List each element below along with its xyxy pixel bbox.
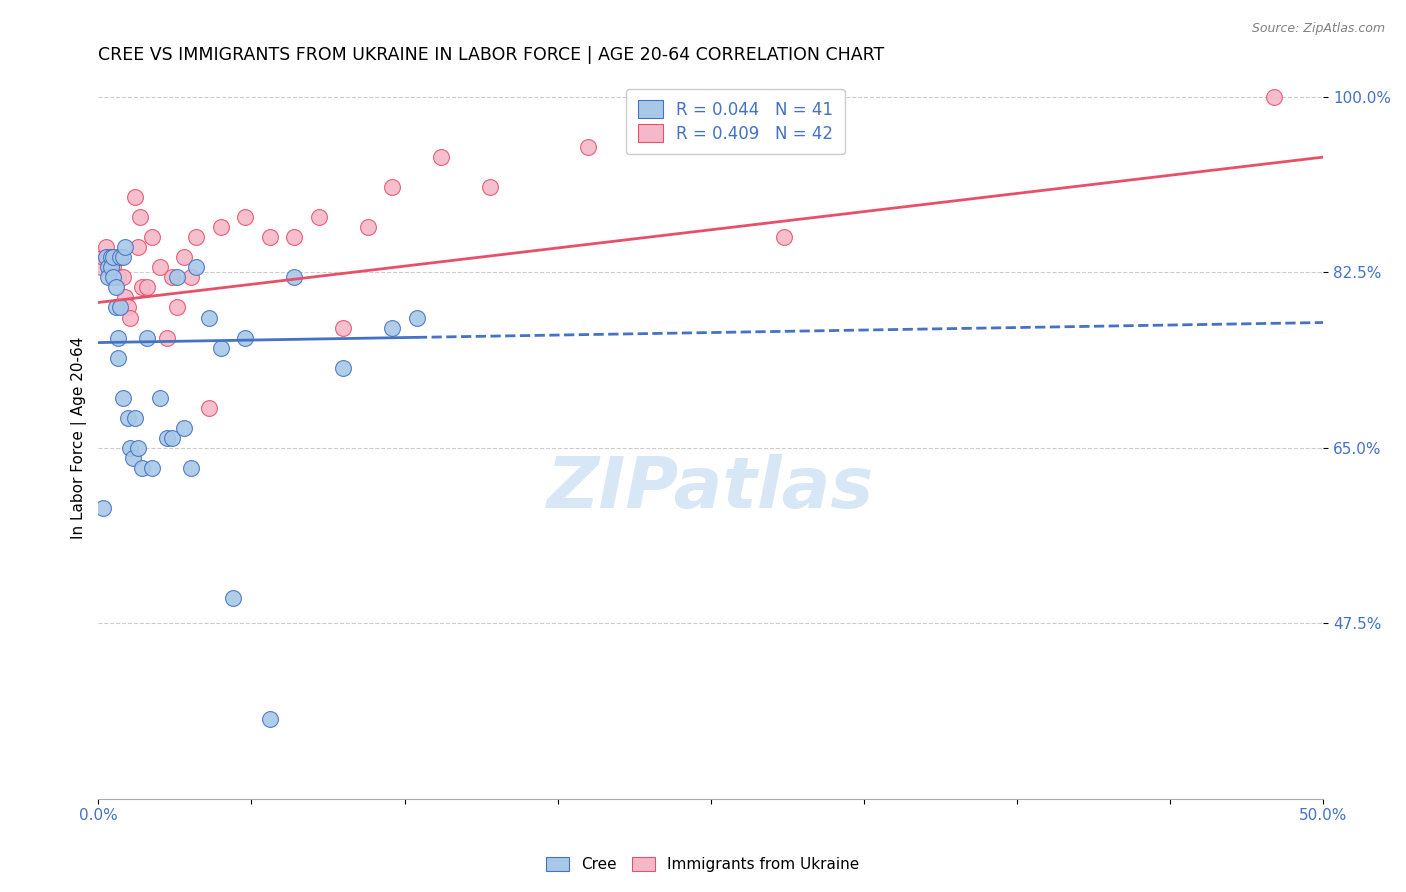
Point xyxy=(259,230,281,244)
Point xyxy=(120,310,142,325)
Point xyxy=(117,301,139,315)
Point xyxy=(222,591,245,606)
Point xyxy=(357,220,380,235)
Point xyxy=(104,280,127,294)
Point xyxy=(100,251,122,265)
Point xyxy=(233,330,256,344)
Point xyxy=(136,330,159,344)
Point xyxy=(100,260,122,275)
Point xyxy=(381,320,404,334)
Point xyxy=(111,391,134,405)
Point xyxy=(332,360,354,375)
Point xyxy=(381,180,404,194)
Legend: R = 0.044   N = 41, R = 0.409   N = 42: R = 0.044 N = 41, R = 0.409 N = 42 xyxy=(626,89,845,154)
Point xyxy=(576,140,599,154)
Point xyxy=(90,260,112,275)
Point xyxy=(233,211,256,225)
Point xyxy=(773,230,796,244)
Point xyxy=(180,461,202,475)
Point xyxy=(160,270,183,285)
Legend: Cree, Immigrants from Ukraine: Cree, Immigrants from Ukraine xyxy=(538,849,868,880)
Point xyxy=(94,251,117,265)
Text: Source: ZipAtlas.com: Source: ZipAtlas.com xyxy=(1251,22,1385,36)
Point xyxy=(104,251,127,265)
Point xyxy=(97,270,120,285)
Point xyxy=(479,180,502,194)
Point xyxy=(283,270,305,285)
Point xyxy=(114,290,136,304)
Point xyxy=(259,712,281,726)
Point xyxy=(149,391,172,405)
Point xyxy=(114,240,136,254)
Point xyxy=(180,270,202,285)
Point xyxy=(308,211,330,225)
Point xyxy=(209,220,232,235)
Point xyxy=(110,301,132,315)
Y-axis label: In Labor Force | Age 20-64: In Labor Force | Age 20-64 xyxy=(72,336,87,539)
Point xyxy=(101,260,124,275)
Point xyxy=(91,501,114,516)
Point xyxy=(332,320,354,334)
Point xyxy=(156,431,179,445)
Point xyxy=(110,251,132,265)
Point xyxy=(100,251,122,265)
Point xyxy=(127,441,149,455)
Point xyxy=(97,251,120,265)
Point xyxy=(100,260,122,275)
Point xyxy=(131,280,153,294)
Point xyxy=(121,450,143,465)
Point xyxy=(166,270,188,285)
Point xyxy=(101,270,124,285)
Point xyxy=(173,251,195,265)
Point xyxy=(197,401,219,415)
Point xyxy=(173,421,195,435)
Point xyxy=(141,230,163,244)
Point xyxy=(94,240,117,254)
Point xyxy=(186,230,208,244)
Point xyxy=(149,260,172,275)
Point xyxy=(1263,90,1285,104)
Point xyxy=(197,310,219,325)
Point xyxy=(136,280,159,294)
Point xyxy=(124,410,146,425)
Point xyxy=(129,211,152,225)
Point xyxy=(111,251,134,265)
Text: ZIPatlas: ZIPatlas xyxy=(547,454,875,523)
Point xyxy=(117,410,139,425)
Point xyxy=(104,301,127,315)
Point xyxy=(97,260,120,275)
Point xyxy=(101,270,124,285)
Point xyxy=(107,330,129,344)
Point xyxy=(124,190,146,204)
Point xyxy=(186,260,208,275)
Text: CREE VS IMMIGRANTS FROM UKRAINE IN LABOR FORCE | AGE 20-64 CORRELATION CHART: CREE VS IMMIGRANTS FROM UKRAINE IN LABOR… xyxy=(98,46,884,64)
Point xyxy=(160,431,183,445)
Point xyxy=(156,330,179,344)
Point xyxy=(430,150,453,164)
Point xyxy=(111,270,134,285)
Point xyxy=(107,351,129,365)
Point xyxy=(405,310,427,325)
Point xyxy=(166,301,188,315)
Point xyxy=(127,240,149,254)
Point xyxy=(91,251,114,265)
Point xyxy=(107,270,129,285)
Point xyxy=(209,341,232,355)
Point xyxy=(120,441,142,455)
Point xyxy=(101,251,124,265)
Point xyxy=(141,461,163,475)
Point xyxy=(110,251,132,265)
Point xyxy=(283,230,305,244)
Point xyxy=(131,461,153,475)
